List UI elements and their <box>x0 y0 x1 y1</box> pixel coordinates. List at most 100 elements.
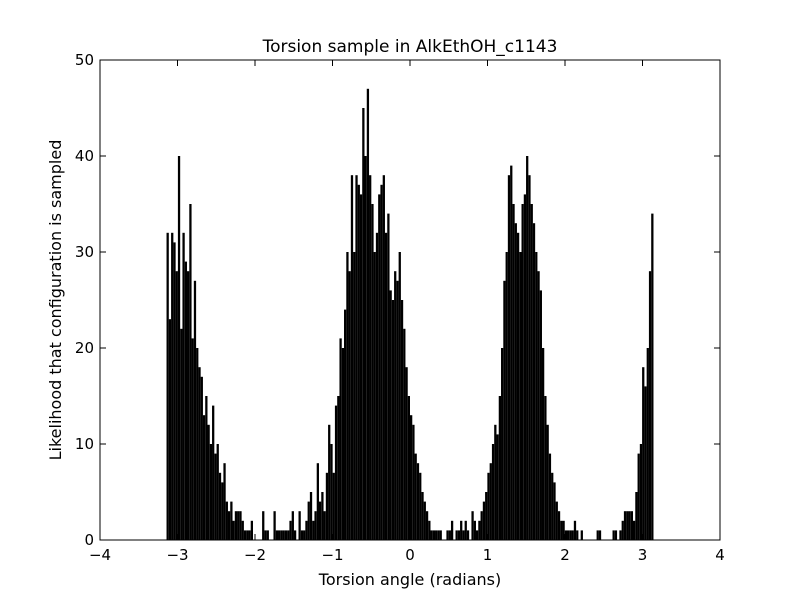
histogram-bar <box>501 348 504 540</box>
histogram-bar <box>384 232 388 541</box>
histogram-bar <box>535 252 538 540</box>
histogram-bar <box>455 530 458 540</box>
histogram-bar <box>466 530 470 540</box>
histogram-bar <box>626 511 629 540</box>
histogram-bar <box>230 501 233 540</box>
histogram-bar <box>378 194 381 540</box>
histogram-bar <box>614 530 618 540</box>
x-tick-label: 2 <box>560 546 570 564</box>
histogram-bar <box>293 530 297 540</box>
histogram-bar <box>191 338 194 540</box>
histogram-bar <box>448 530 451 540</box>
histogram-bar <box>639 444 643 540</box>
histogram-bar <box>380 184 383 541</box>
histogram-bar <box>410 415 413 540</box>
histogram-bar <box>371 204 374 540</box>
histogram-bar <box>309 492 313 540</box>
histogram-bar <box>462 530 465 540</box>
histogram-bar <box>416 463 420 540</box>
histogram-bar <box>391 300 395 540</box>
histogram-bar <box>282 530 285 540</box>
histogram-bar <box>532 223 536 540</box>
histogram-bar <box>642 367 645 540</box>
histogram-bar <box>246 530 249 540</box>
histogram-bar <box>193 280 197 540</box>
histogram-bar <box>328 424 331 540</box>
x-tick-label: 0 <box>405 546 415 564</box>
histogram-bar <box>439 530 442 540</box>
histogram-bar <box>576 530 579 540</box>
histogram-bar <box>551 472 554 540</box>
histogram-bar <box>248 530 251 540</box>
histogram-bar <box>396 280 399 540</box>
histogram-bar <box>180 328 183 540</box>
histogram-bar <box>291 511 294 540</box>
histogram-bar <box>227 511 231 540</box>
histogram-bar <box>421 492 424 540</box>
y-ticks-group: 0 10 20 30 40 50 <box>75 51 720 549</box>
histogram-bar <box>425 511 429 540</box>
histogram-bar <box>475 530 479 540</box>
x-tick-label: 4 <box>715 546 725 564</box>
histogram-bar <box>332 472 335 540</box>
y-tick-label: 10 <box>75 435 94 453</box>
histogram-bar <box>325 472 329 540</box>
histogram-bar <box>218 472 222 540</box>
histogram-bar <box>555 501 558 540</box>
histogram-bar <box>503 280 506 540</box>
y-tick-label: 20 <box>75 339 94 357</box>
histogram-bar <box>487 472 490 540</box>
histogram-bar <box>412 424 415 540</box>
histogram-bar <box>644 386 647 540</box>
histogram-bar <box>303 530 306 540</box>
x-tick-label: 1 <box>483 546 493 564</box>
histogram-bar <box>526 156 529 540</box>
bars-group <box>166 88 654 541</box>
histogram-bar <box>480 511 483 540</box>
histogram-bar <box>569 530 572 540</box>
histogram-bar <box>491 444 495 540</box>
histogram-bar <box>510 165 513 540</box>
histogram-bar <box>369 175 372 540</box>
histogram-bar <box>494 424 497 540</box>
histogram-bar <box>562 520 565 540</box>
x-tick-label: −2 <box>244 546 266 564</box>
histogram-bar <box>214 453 217 540</box>
x-tick-label: −3 <box>166 546 188 564</box>
histogram-bar <box>273 511 276 540</box>
histogram-bar <box>305 520 308 540</box>
histogram-bar <box>350 175 354 540</box>
histogram-bar <box>407 396 410 540</box>
histogram-bar <box>428 520 431 540</box>
histogram-bar <box>512 204 515 540</box>
histogram-bar <box>250 520 253 540</box>
histogram-bar <box>498 396 502 540</box>
histogram-bar <box>346 252 349 540</box>
histogram-bar <box>389 290 392 540</box>
histogram-bar <box>596 530 599 540</box>
histogram-bar <box>648 271 652 540</box>
histogram-bar <box>548 453 552 540</box>
histogram-bar <box>177 156 181 540</box>
histogram-bar <box>528 175 531 540</box>
histogram-bar <box>400 300 404 540</box>
histogram-bar <box>446 530 449 540</box>
histogram-bar <box>205 396 208 540</box>
histogram-bar <box>521 204 524 540</box>
y-tick-label: 30 <box>75 243 94 261</box>
y-tick-label: 0 <box>84 531 94 549</box>
histogram-bar <box>321 492 324 540</box>
histogram-bar <box>184 261 188 540</box>
histogram-bar <box>387 213 390 540</box>
histogram-bar <box>182 232 185 541</box>
histogram-bar <box>457 530 461 540</box>
histogram-bar <box>382 175 385 540</box>
histogram-bar <box>225 501 228 540</box>
histogram-bar <box>262 511 265 540</box>
histogram-bar <box>489 463 492 540</box>
histogram-bar <box>560 520 563 540</box>
histogram-bar <box>200 376 203 540</box>
histogram-bar <box>339 338 342 540</box>
